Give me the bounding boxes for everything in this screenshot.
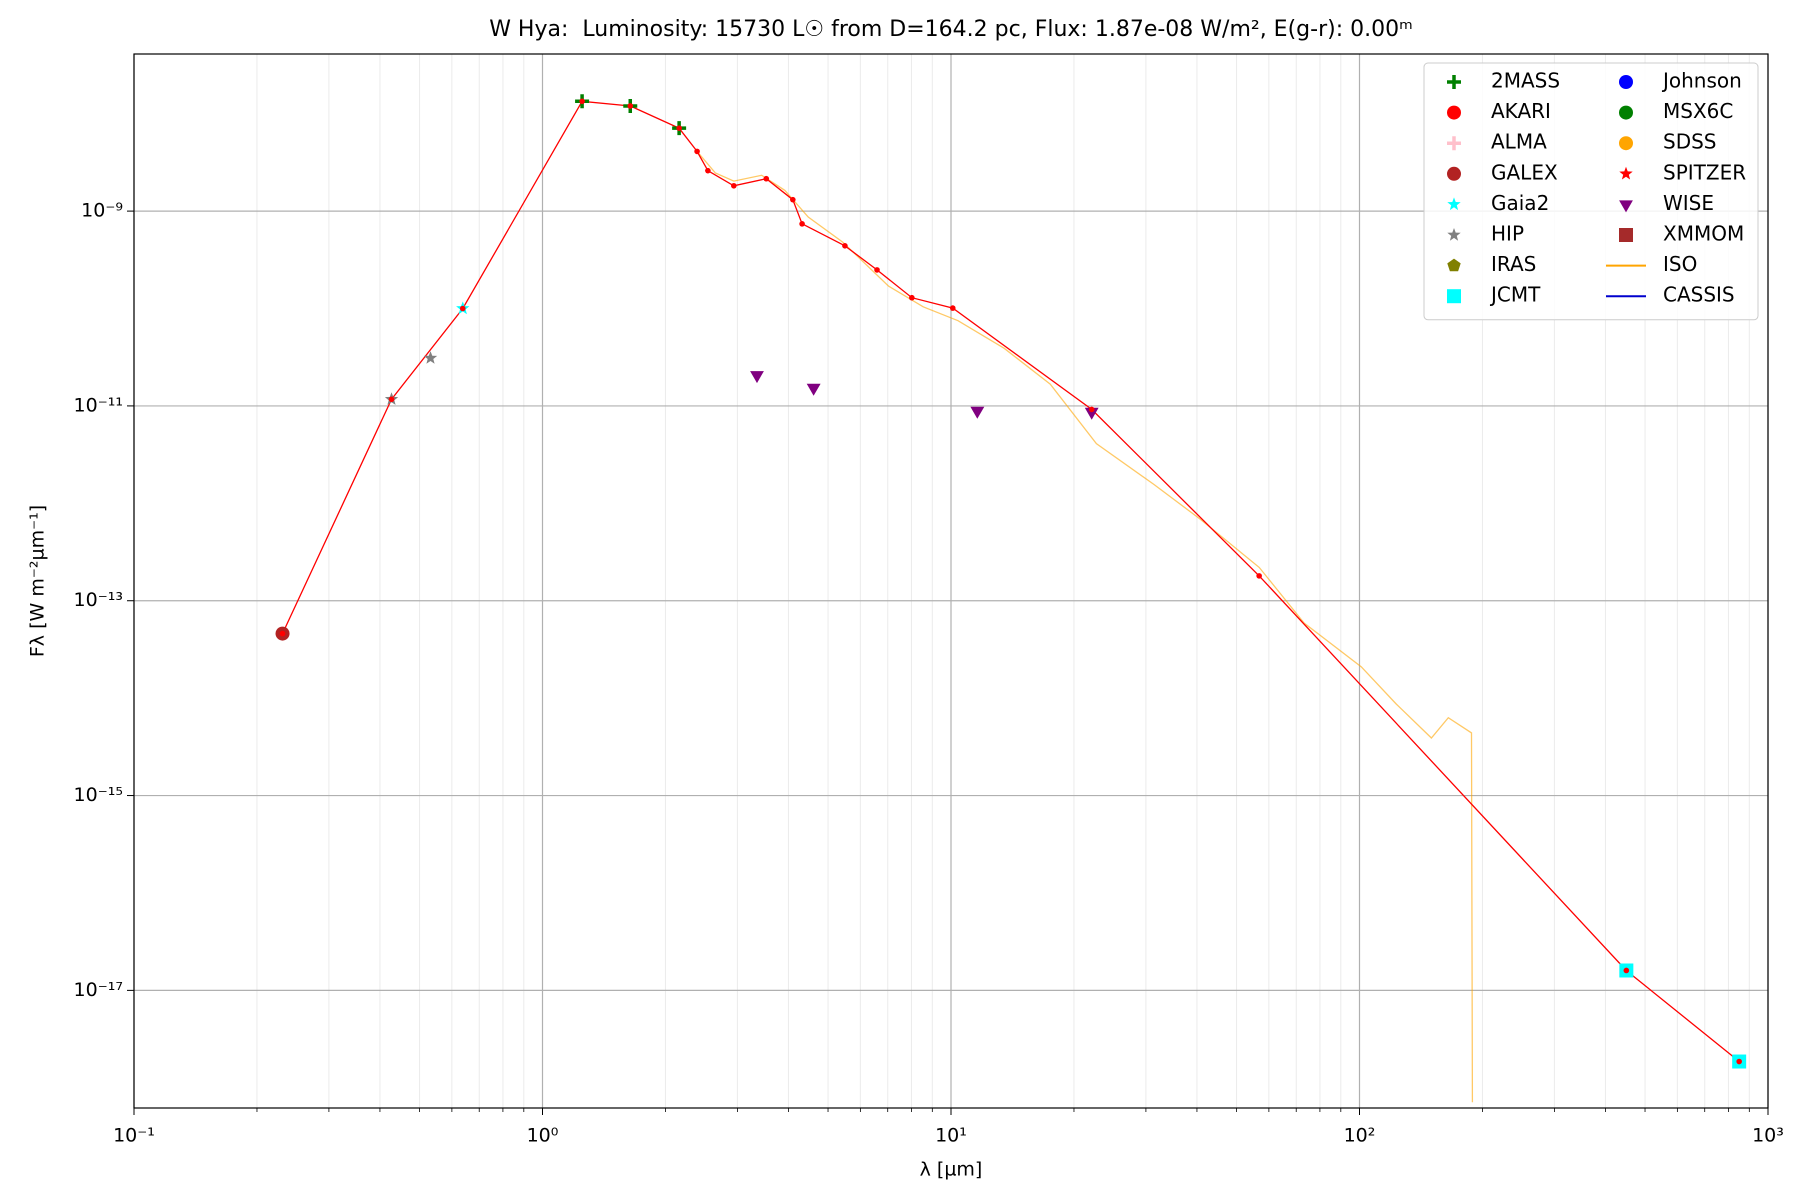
legend-label: JCMT [1489,283,1541,307]
dot-marker [459,305,466,312]
plus-marker [1447,136,1461,151]
dot-marker [1088,406,1095,413]
legend-label: 2MASS [1491,69,1560,93]
legend-box [1423,62,1759,321]
triangle-marker [806,383,821,396]
dot-marker [949,305,956,311]
points [275,94,1747,1069]
circle-marker [1447,105,1461,120]
plot-frame [133,53,1769,1109]
dot-marker [676,125,682,131]
dot-marker [627,103,634,109]
x-tick-label: 10⁻¹ [113,1125,155,1147]
legend-label: XMMOM [1663,222,1744,246]
triangle-marker [970,406,985,419]
y-tick-label: 10⁻¹¹ [74,394,123,416]
legend-label: IRAS [1491,252,1536,276]
legend-label: MSX6C [1663,99,1733,123]
dot-marker [763,175,770,182]
series-line [696,150,1474,1103]
legend-label: WISE [1663,191,1714,215]
y-axis-label: Fλ [W m⁻²µm⁻¹] [27,505,49,657]
circle-marker [1447,166,1461,181]
star-marker [1447,228,1461,241]
dot-marker [1736,1058,1742,1065]
triangle-marker [750,371,764,384]
dot-marker [279,630,286,637]
legend-label: HIP [1491,222,1524,246]
legend-label: GALEX [1491,160,1558,184]
triangle-marker [1619,200,1633,213]
legend-label: SPITZER [1663,160,1746,184]
plot-area [275,94,1747,1103]
x-tick-label: 10¹ [935,1125,967,1147]
legend-label: AKARI [1491,99,1551,123]
legend-label: Gaia2 [1491,191,1549,215]
y-tick-label: 10⁻¹⁷ [74,979,123,1001]
star-marker [1447,197,1461,211]
dot-marker [1623,967,1630,974]
chart-title: W Hya: Luminosity: 15730 L☉ from D=164.2… [489,17,1413,42]
y-tick-label: 10⁻¹⁵ [74,784,123,806]
triangle-marker [1084,407,1099,420]
x-tick-label: 10² [1344,1125,1376,1147]
square-marker [1447,289,1461,304]
legend-label: ALMA [1491,130,1547,154]
dot-marker [705,167,711,174]
dot-marker [388,396,395,403]
star-marker [423,351,438,364]
series-line [281,100,1740,1063]
circle-marker [1619,136,1633,151]
y-tick-label: 10⁻⁹ [81,200,123,222]
y-tick-label: 10⁻¹³ [74,589,123,611]
dot-marker [874,267,880,273]
legend-label: CASSIS [1663,283,1735,307]
dot-marker [1256,573,1262,579]
circle-marker [1619,105,1633,120]
pentagon-marker [1447,258,1461,272]
square-marker [1619,228,1633,242]
legend-label: SDSS [1663,130,1717,154]
x-tick-label: 10⁰ [527,1125,559,1147]
dot-marker [790,196,796,203]
x-tick-label: 10³ [1752,1125,1784,1147]
star-marker [1619,166,1633,180]
legend-label: ISO [1663,252,1697,276]
dot-marker [799,221,805,227]
dot-marker [579,98,585,105]
dot-marker [842,243,848,249]
legend-label: Johnson [1661,69,1742,93]
dot-marker [909,294,915,301]
x-axis-label: λ [µm] [920,1159,983,1181]
dot-marker [731,182,737,189]
circle-marker [1619,75,1633,89]
dot-marker [694,148,700,155]
plus-marker [1447,75,1461,89]
